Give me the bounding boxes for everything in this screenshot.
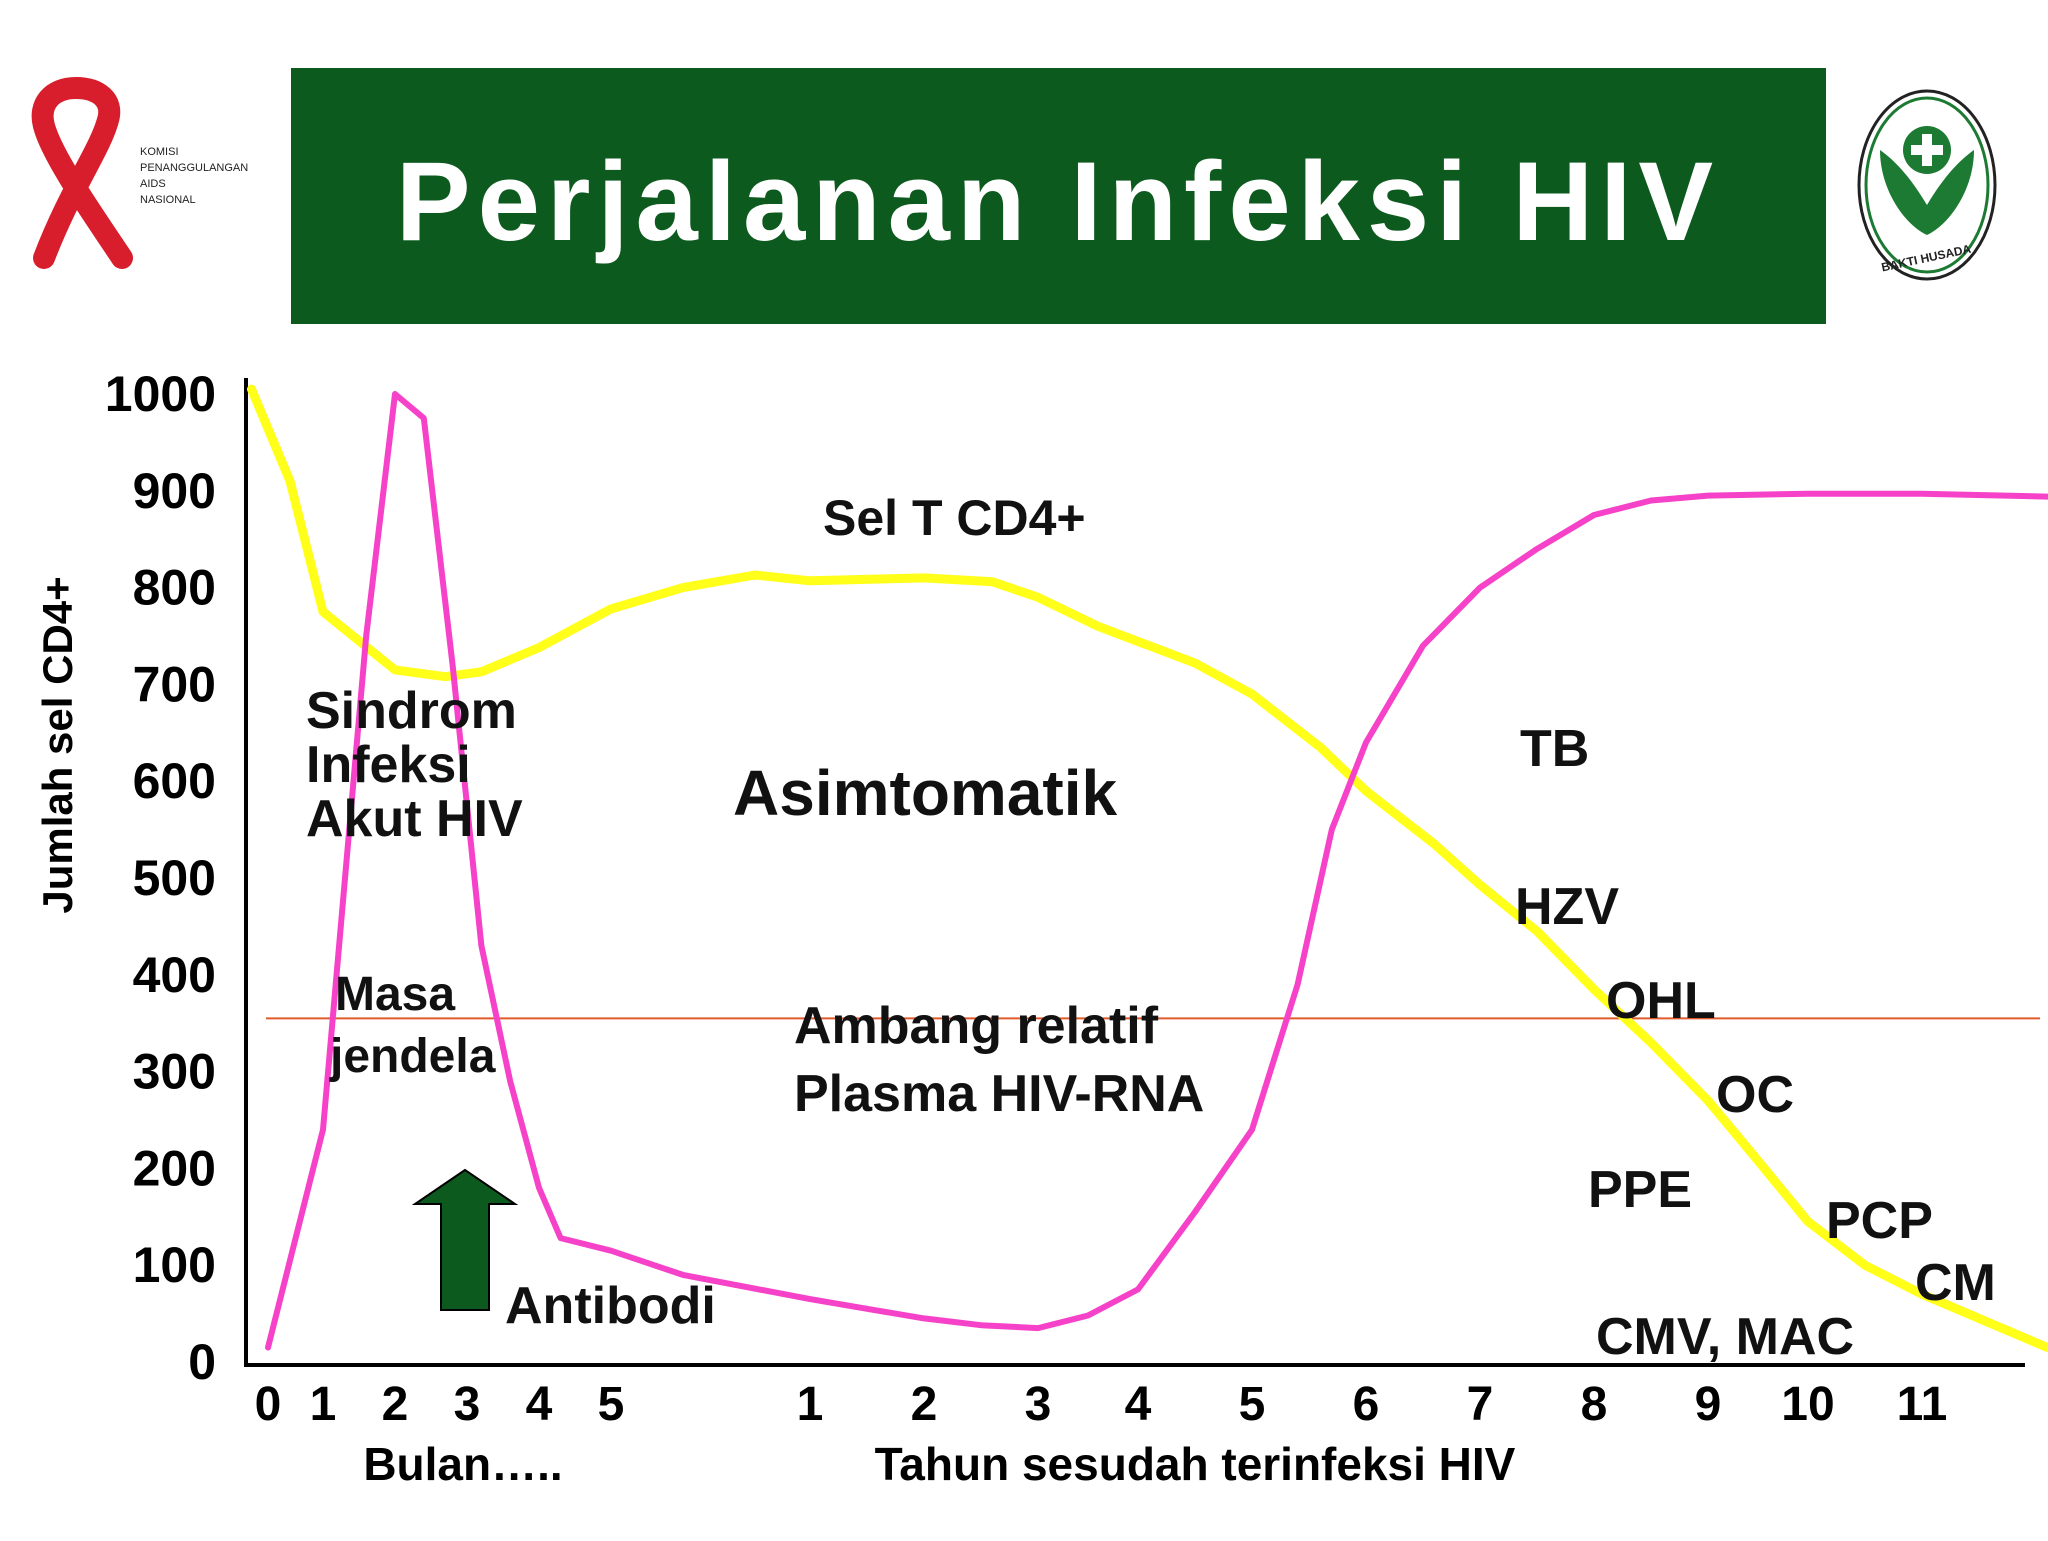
annotation-sindrom-2: Infeksi: [306, 736, 471, 794]
annotation-asimtomatik: Asimtomatik: [733, 757, 1118, 829]
page-title: Perjalanan Infeksi HIV: [396, 139, 1720, 264]
x-tick-label-month: 4: [526, 1378, 553, 1431]
x-axis-label-months: Bulan…..: [363, 1438, 562, 1490]
up-arrow-icon: [411, 1168, 519, 1311]
x-tick-label-year: 11: [1897, 1378, 1948, 1431]
y-tick-label: 600: [133, 753, 216, 809]
x-tick-label-year: 7: [1467, 1378, 1494, 1431]
kpa-line-2: PENANGGULANGAN: [140, 162, 248, 174]
annotation-sindrom-1: Sindrom: [306, 682, 517, 740]
x-tick-label-month: 5: [598, 1378, 625, 1431]
x-tick-label-year: 9: [1695, 1378, 1722, 1431]
y-tick-label: 900: [133, 463, 216, 519]
x-tick-label-year: 8: [1581, 1378, 1608, 1431]
x-tick-label-month: 3: [454, 1378, 481, 1431]
annotation-tb: TB: [1520, 720, 1589, 778]
annotation-ambang-2: Plasma HIV-RNA: [794, 1065, 1204, 1123]
series-line-rna: [265, 391, 2048, 1351]
title-banner: [291, 68, 1826, 324]
annotation-antibodi: Antibodi: [505, 1277, 716, 1335]
y-tick-label: 200: [133, 1140, 216, 1196]
x-tick-label-month: 1: [310, 1378, 337, 1431]
y-tick-label: 1000: [105, 366, 216, 422]
y-tick-label: 800: [133, 560, 216, 616]
x-tick-label-year: 10: [1781, 1378, 1834, 1431]
y-axis-label: Jumlah sel CD4+: [34, 576, 81, 913]
annotation-ppe: PPE: [1588, 1161, 1692, 1219]
x-tick-label-year: 1: [797, 1378, 824, 1431]
kpa-line-1: KOMISI: [140, 146, 179, 158]
bakti-husada-logo: BAKTI HUSADA: [1857, 89, 1997, 281]
annotation-cmv-mac: CMV, MAC: [1596, 1308, 1854, 1366]
annotation-masa-1: Masa: [335, 968, 455, 1021]
x-tick-label-month: 2: [382, 1378, 409, 1431]
annotation-sel-t: Sel T CD4+: [823, 490, 1086, 546]
annotation-ambang-1: Ambang relatif: [794, 997, 1159, 1055]
y-tick-label: 400: [133, 947, 216, 1003]
annotation-ohl: OHL: [1606, 972, 1716, 1030]
annotation-hzv: HZV: [1515, 878, 1619, 936]
x-tick-label-year: 2: [911, 1378, 938, 1431]
x-tick-label-month: 0: [255, 1378, 282, 1431]
y-tick-label: 100: [133, 1237, 216, 1293]
annotation-masa-2: jendela: [329, 1030, 496, 1083]
annotation-sindrom-3: Akut HIV: [306, 790, 523, 848]
x-axis-label-years: Tahun sesudah terinfeksi HIV: [875, 1438, 1516, 1490]
x-tick-label-year: 6: [1353, 1378, 1380, 1431]
leaf-icon: [1880, 150, 1974, 235]
y-tick-label: 300: [133, 1044, 216, 1100]
kpa-logo: KOMISI PENANGGULANGAN AIDS NASIONAL: [31, 76, 248, 269]
y-tick-label: 500: [133, 850, 216, 906]
x-tick-label-year: 3: [1025, 1378, 1052, 1431]
annotation-oc: OC: [1716, 1066, 1794, 1124]
x-tick-label-year: 5: [1239, 1378, 1266, 1431]
kpa-line-3: AIDS: [140, 178, 166, 190]
annotation-pcp: PCP: [1826, 1192, 1933, 1250]
red-ribbon-icon: [31, 76, 133, 269]
annotation-cm: CM: [1915, 1254, 1996, 1312]
y-tick-label: 0: [188, 1334, 216, 1390]
y-tick-label: 700: [133, 656, 216, 712]
kpa-line-4: NASIONAL: [140, 194, 196, 206]
x-tick-label-year: 4: [1125, 1378, 1152, 1431]
series-line-cd4: [247, 384, 2048, 1352]
